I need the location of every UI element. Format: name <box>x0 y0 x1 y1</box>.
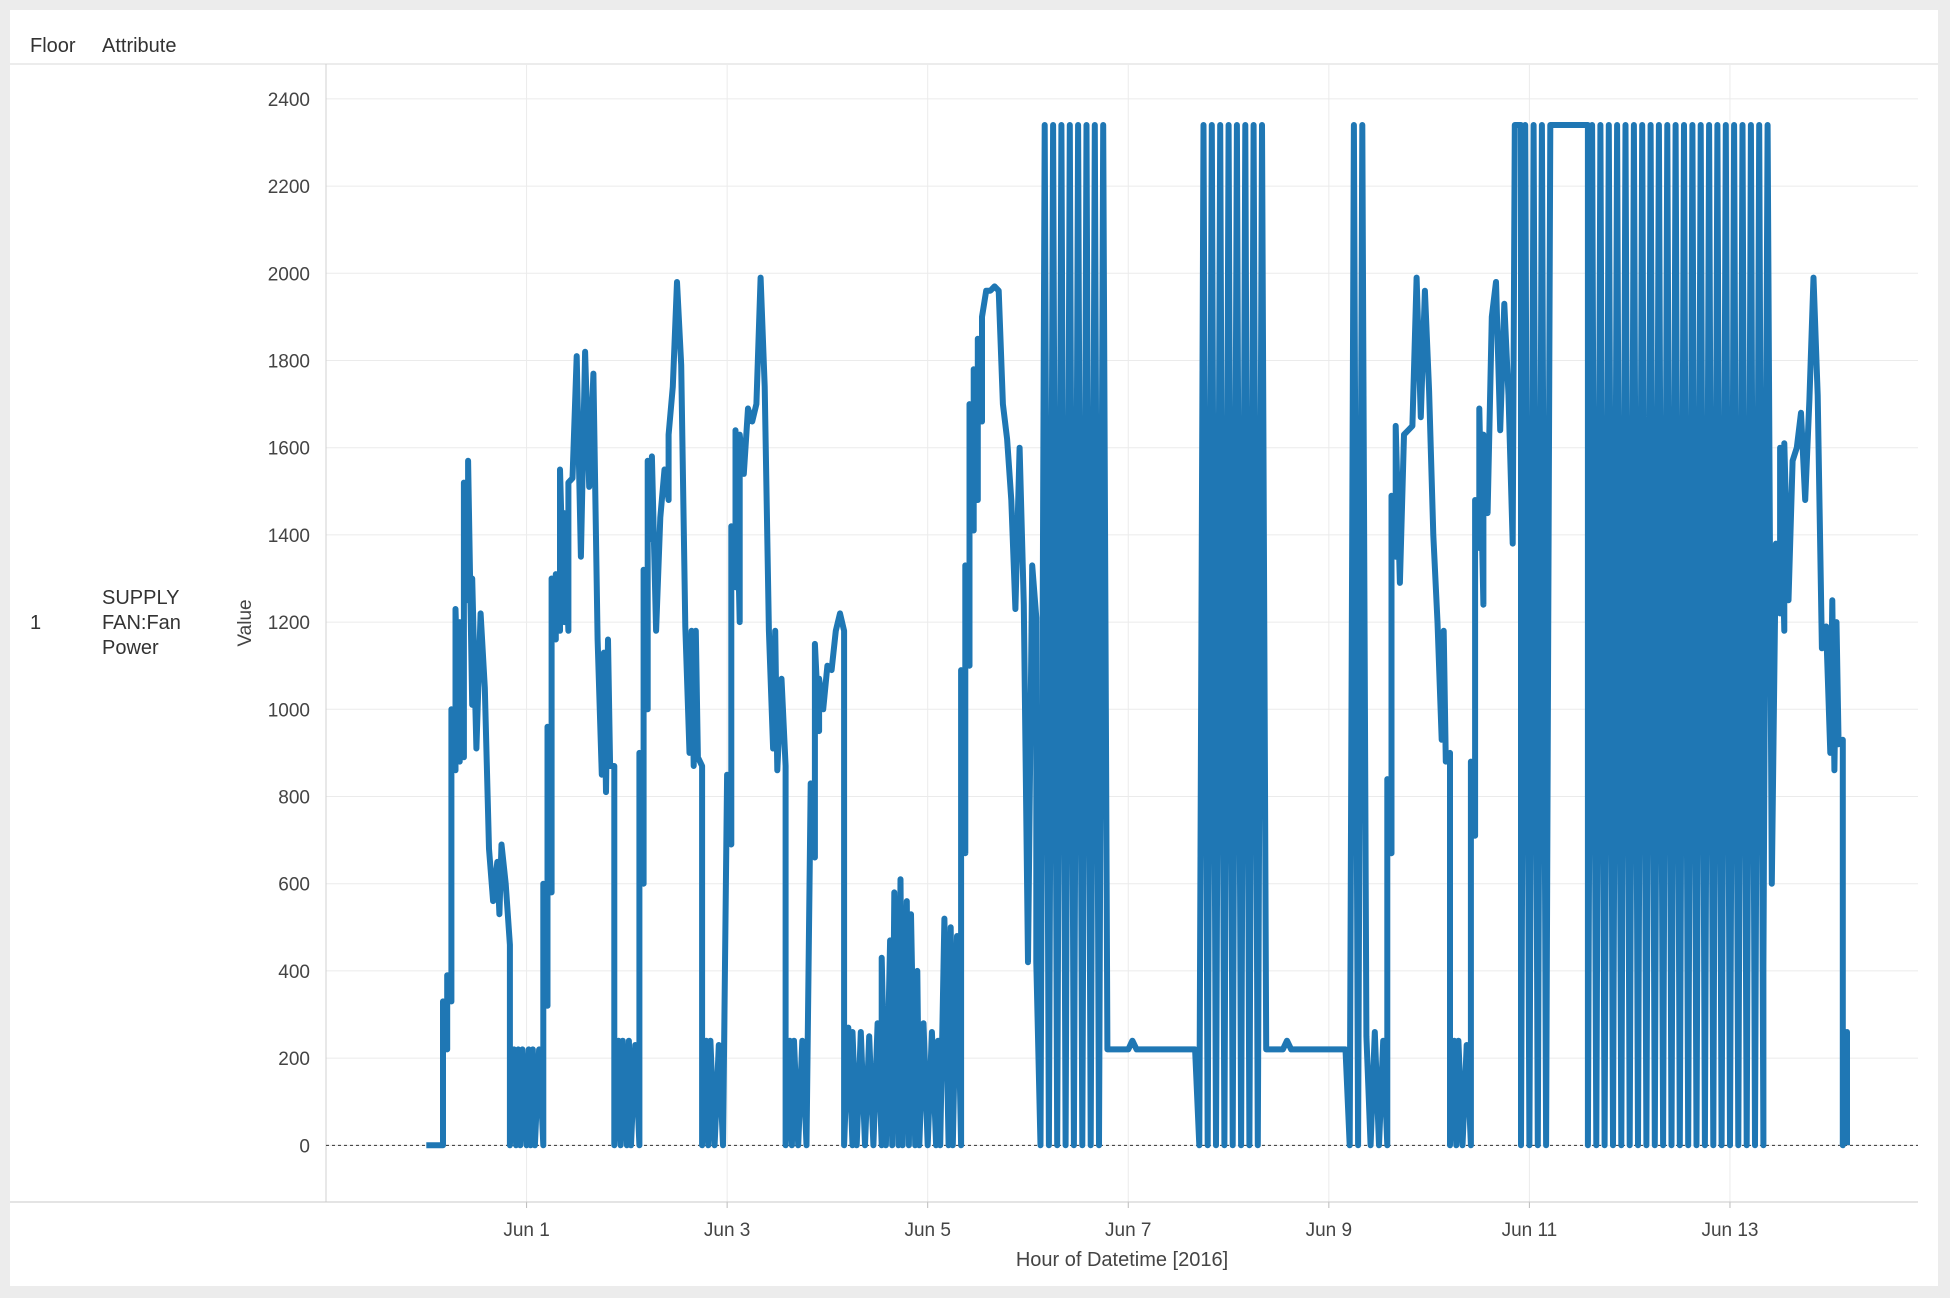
x-tick-label: Jun 13 <box>1701 1220 1758 1241</box>
x-tick-label: Jun 3 <box>704 1220 750 1241</box>
y-tick-label: 2200 <box>268 177 310 198</box>
row-attribute-line-1: SUPPLY <box>102 587 179 609</box>
x-tick-label: Jun 7 <box>1105 1220 1151 1241</box>
y-tick-label: 1800 <box>268 351 310 372</box>
header-attribute: Attribute <box>102 35 176 57</box>
x-tick-label: Jun 5 <box>904 1220 950 1241</box>
y-tick-label: 0 <box>299 1136 310 1157</box>
y-tick-label: 400 <box>278 962 310 983</box>
y-tick-label: 1200 <box>268 613 310 634</box>
y-tick-label: 1000 <box>268 700 310 721</box>
series-line <box>426 122 1850 1149</box>
header-floor: Floor <box>30 35 76 57</box>
y-tick-label: 2400 <box>268 90 310 111</box>
y-tick-label: 1400 <box>268 526 310 547</box>
x-tick-label: Jun 9 <box>1306 1220 1352 1241</box>
row-attribute-line-3: Power <box>102 637 159 659</box>
x-tick-label: Jun 11 <box>1502 1220 1558 1241</box>
chart-frame: Floor Attribute 1 SUPPLY FAN:Fan Power V… <box>10 10 1938 1286</box>
x-tick-label: Jun 1 <box>503 1220 549 1241</box>
x-axis-title: Hour of Datetime [2016] <box>1016 1249 1228 1271</box>
y-tick-label: 200 <box>278 1049 310 1070</box>
y-tick-label: 1600 <box>268 439 310 460</box>
row-floor: 1 <box>30 612 41 634</box>
y-tick-label: 800 <box>278 788 310 809</box>
row-attribute-line-2: FAN:Fan <box>102 612 181 634</box>
x-tick-labels: Jun 1 Jun 3 Jun 5 Jun 7 Jun 9 Jun 11 Jun 13 <box>503 1220 1758 1241</box>
line-chart: Floor Attribute 1 SUPPLY FAN:Fan Power V… <box>10 35 1938 1271</box>
y-tick-labels: 0 200 400 600 800 1000 1200 1400 1600 1800 2000 220… <box>268 90 310 1157</box>
y-axis-title: Value <box>235 599 256 646</box>
y-tick-label: 600 <box>278 875 310 896</box>
y-tick-label: 2000 <box>268 264 310 285</box>
